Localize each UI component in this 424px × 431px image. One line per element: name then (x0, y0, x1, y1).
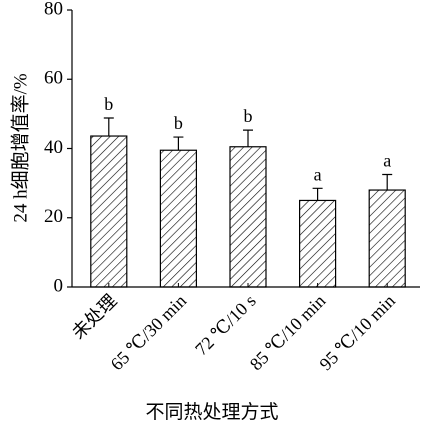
significance-label: b (174, 113, 183, 133)
significance-label: a (314, 164, 322, 184)
error-bar (312, 187, 323, 201)
y-axis-title: 24 h细胞增值率/% (9, 73, 31, 223)
y-tick-label: 0 (54, 275, 64, 296)
error-bar (103, 117, 114, 137)
y-tick-label: 40 (44, 137, 63, 158)
significance-label: b (244, 106, 253, 126)
y-tick-label: 60 (44, 68, 63, 89)
significance-label: b (104, 94, 113, 114)
significance-label: a (383, 150, 391, 170)
bar (299, 199, 337, 288)
x-tick-label: 95 ℃/10 min (315, 291, 399, 375)
x-tick-label: 72 ℃/10 s (191, 291, 260, 360)
bar (90, 135, 128, 288)
x-tick-label: 未处理 (68, 291, 120, 343)
error-bar (243, 129, 253, 147)
bar (368, 189, 406, 288)
y-tick-label: 80 (44, 0, 63, 19)
error-bar (173, 136, 184, 151)
error-bar (382, 173, 393, 191)
bar (159, 149, 197, 288)
y-tick-label: 20 (44, 206, 63, 227)
x-tick-label: 65 ℃/30 min (107, 291, 191, 375)
bar (229, 146, 267, 288)
x-axis-title: 不同热处理方式 (145, 401, 278, 423)
